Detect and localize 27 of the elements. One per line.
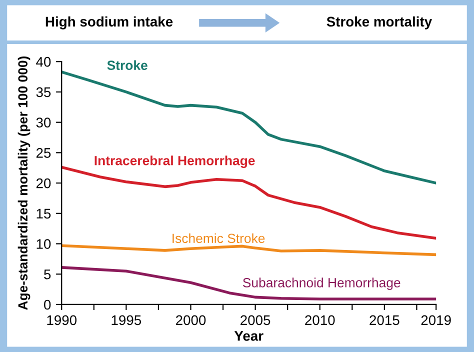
y-axis-title: Age-standardized mortality (per 100 000) bbox=[18, 56, 30, 310]
x-tick-label: 2000 bbox=[176, 315, 206, 326]
y-tick-label: 5 bbox=[44, 270, 51, 280]
line-series bbox=[62, 244, 436, 256]
x-tick-label: 2015 bbox=[370, 315, 400, 326]
line-series bbox=[62, 266, 436, 300]
y-tick-label: 40 bbox=[36, 56, 51, 67]
text: Stroke mortality bbox=[326, 16, 432, 30]
series-label: Subarachnoid Hemorrhage bbox=[242, 278, 400, 290]
text: High sodium intake bbox=[46, 16, 173, 30]
x-tick-label: 1990 bbox=[47, 315, 77, 326]
series-label: Ischemic Stroke bbox=[172, 233, 265, 244]
x-tick-label: 2019 bbox=[421, 315, 451, 326]
y-tick-label: 20 bbox=[36, 178, 51, 188]
y-tick-label: 30 bbox=[36, 118, 51, 128]
y-tick-label: 15 bbox=[36, 208, 51, 219]
series-label: Intracerebral Hemorrhage bbox=[94, 156, 255, 168]
y-tick-label: 35 bbox=[36, 87, 51, 98]
y-tick-label: 0 bbox=[44, 300, 51, 310]
line-series bbox=[62, 70, 436, 184]
y-tick-label: 25 bbox=[36, 148, 51, 158]
series-label: Stroke bbox=[107, 60, 148, 70]
x-axis-title: Year bbox=[234, 331, 264, 341]
x-tick-label: 2010 bbox=[305, 315, 335, 326]
x-tick-label: 1995 bbox=[112, 315, 142, 326]
x-tick-label: 2005 bbox=[240, 315, 270, 326]
y-tick-label: 10 bbox=[36, 239, 51, 249]
